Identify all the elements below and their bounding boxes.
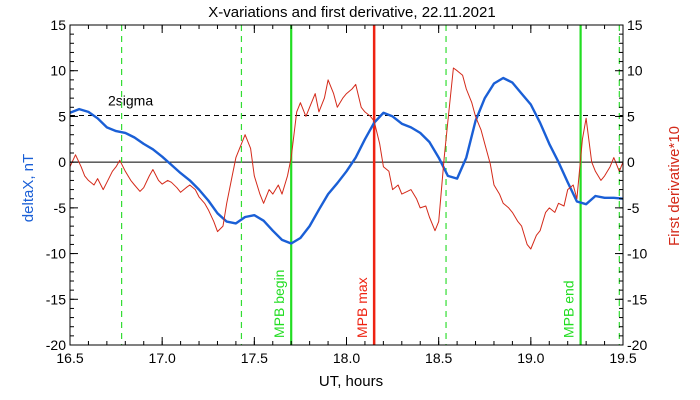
y-tick-label-left-6: 10: [50, 63, 66, 79]
y-tick-label-left-1: -15: [46, 291, 66, 307]
sigma-reference-label: 2sigma: [108, 93, 153, 109]
x-tick-label-5: 19.0: [517, 350, 544, 366]
y-tick-label-left-2: -10: [46, 246, 66, 262]
y-axis-title-right: First derivative*10: [666, 126, 683, 246]
derivative-series-line: [69, 67, 624, 250]
x-tick-label-6: 19.5: [609, 350, 636, 366]
y-tick-label-left-5: 5: [58, 108, 66, 124]
y-tick-label-right-4: 0: [627, 154, 635, 170]
x-tick-label-4: 18.5: [425, 350, 452, 366]
y-tick-label-left-0: -20: [46, 337, 66, 353]
x-tick-label-2: 17.5: [241, 350, 268, 366]
x-tick-label-1: 17.0: [149, 350, 176, 366]
y-tick-label-right-2: -10: [627, 246, 647, 262]
y-tick-label-left-7: 15: [50, 17, 66, 33]
y-tick-label-left-4: 0: [58, 154, 66, 170]
marker-label-5: MPB end: [561, 280, 577, 338]
y-tick-label-right-1: -15: [627, 291, 647, 307]
x-tick-label-0: 16.5: [56, 350, 83, 366]
y-tick-label-left-3: -5: [54, 200, 67, 216]
marker-label-3: MPB max: [354, 277, 370, 338]
y-axis-title-left: deltaX, nT: [20, 154, 37, 222]
y-tick-label-right-6: 10: [627, 63, 643, 79]
x-axis-title: UT, hours: [319, 373, 383, 390]
y-tick-label-right-7: 15: [627, 17, 643, 33]
y-tick-label-right-5: 5: [627, 108, 635, 124]
marker-label-2: MPB begin: [271, 270, 287, 338]
x-tick-label-3: 18.0: [333, 350, 360, 366]
chart-title: X-variations and first derivative, 22.11…: [208, 4, 495, 21]
plot-layer: 2sigma MPB begin MPB max MPB end 16.5 17.0 17.…: [46, 17, 648, 366]
y-tick-label-right-0: -20: [627, 337, 647, 353]
y-tick-label-right-3: -5: [627, 200, 640, 216]
deltax-series-line: [69, 76, 624, 245]
